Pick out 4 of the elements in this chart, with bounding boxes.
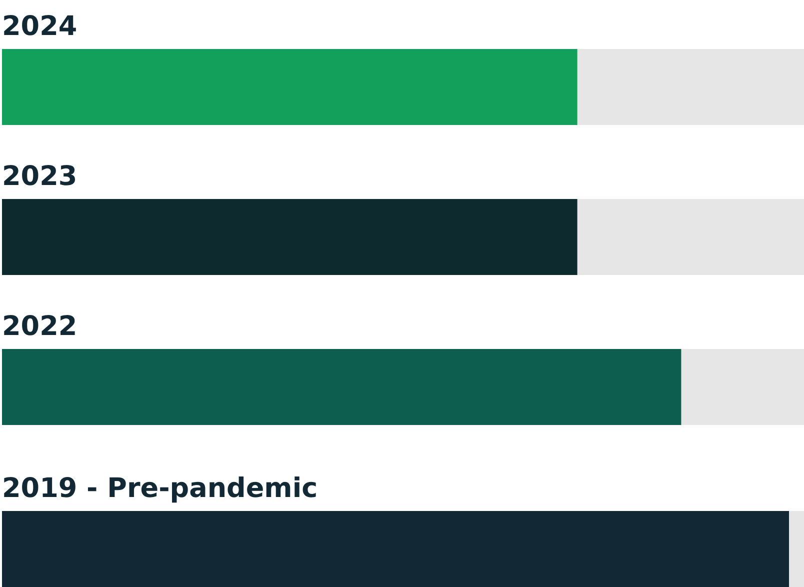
y-tick-label: 2022 [2,311,78,342]
y-tick-label: 2024 [2,11,78,42]
y-tick-label: 2019 - Pre-pandemic [2,473,318,504]
y-tick-label: 2023 [2,161,78,192]
